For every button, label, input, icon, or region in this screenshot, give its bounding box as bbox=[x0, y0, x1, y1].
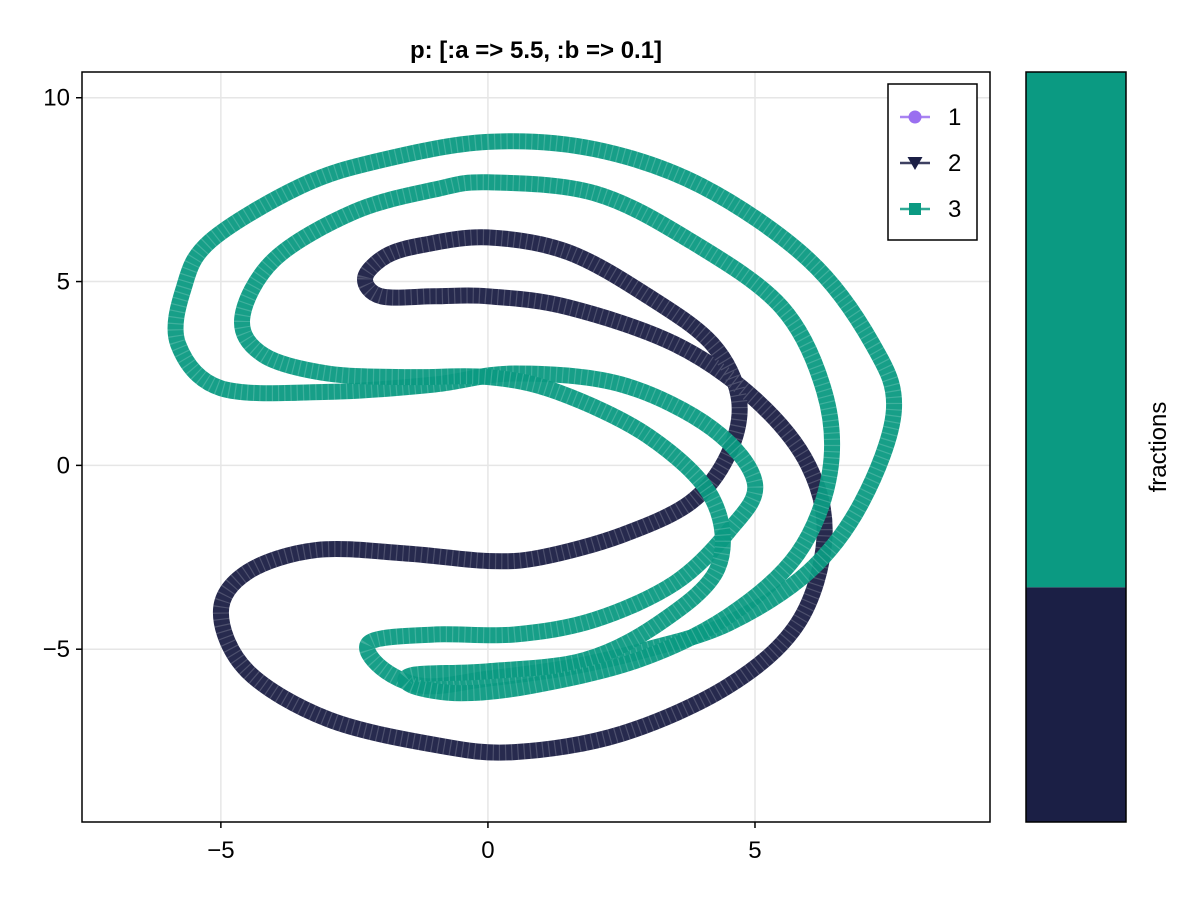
series-2-marker-texture bbox=[212, 229, 833, 761]
plot-frame bbox=[81, 71, 991, 823]
square-marker-icon bbox=[909, 203, 921, 215]
x-tick-label: 0 bbox=[481, 837, 494, 864]
plot-data bbox=[167, 133, 903, 761]
legend-entry-2: 2 bbox=[900, 150, 961, 177]
legend-entry-1: 1 bbox=[900, 104, 961, 131]
series-3-trajectory bbox=[167, 133, 903, 695]
colorbar-segment-1 bbox=[1026, 587, 1126, 822]
series-3-group bbox=[167, 133, 903, 695]
y-tick-label: 0 bbox=[57, 452, 70, 479]
legend-label: 2 bbox=[948, 150, 961, 177]
circle-marker-icon bbox=[908, 110, 922, 124]
colorbar-frame bbox=[1025, 71, 1127, 823]
y-tick-label: 10 bbox=[43, 85, 70, 112]
legend: 1 2 3 bbox=[887, 83, 978, 241]
legend-label: 1 bbox=[948, 104, 961, 131]
series-2-group bbox=[212, 229, 833, 761]
chart-title: p: [:a => 5.5, :b => 0.1] bbox=[410, 37, 662, 64]
legend-label: 3 bbox=[948, 196, 961, 223]
x-tick-label: 5 bbox=[748, 837, 761, 864]
colorbar-label: fractions bbox=[1145, 402, 1172, 493]
triangle-down-marker-icon bbox=[907, 157, 923, 170]
series-3-marker-texture bbox=[167, 133, 903, 695]
series-3-group bbox=[234, 174, 841, 702]
y-tick-label: −5 bbox=[43, 636, 70, 663]
legend-entry-3: 3 bbox=[900, 196, 961, 223]
y-tick-label: 5 bbox=[57, 269, 70, 296]
x-tick-label: −5 bbox=[207, 837, 234, 864]
series-2-trajectory bbox=[212, 229, 833, 761]
colorbar: fractions bbox=[1025, 71, 1172, 823]
axis-ticks: −5 0 5 −5 0 5 10 bbox=[43, 85, 762, 864]
colorbar-segment-2 bbox=[1026, 72, 1126, 588]
series-3-trajectory bbox=[234, 174, 841, 702]
